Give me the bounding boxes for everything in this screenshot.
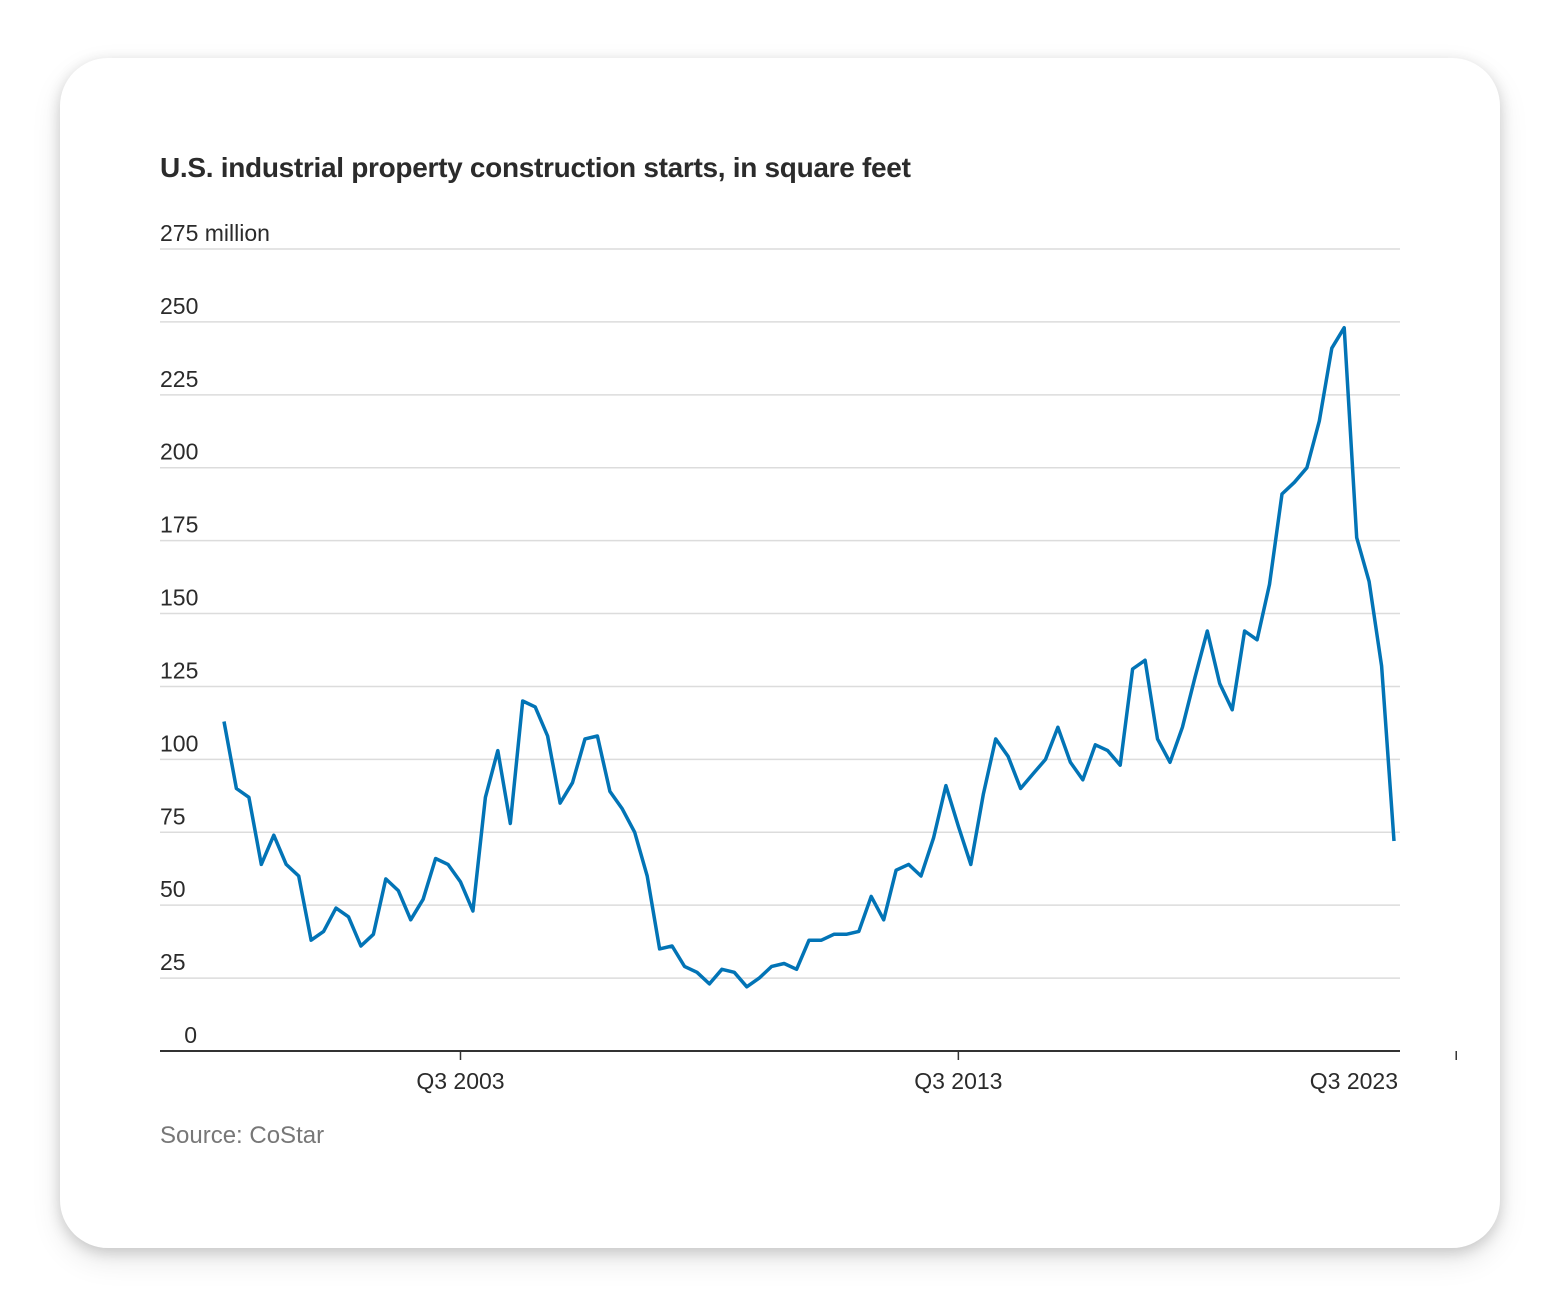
y-tick-label: 200 [160, 439, 198, 465]
source-note: Source: CoStar [160, 1122, 325, 1149]
y-tick-label: 175 [160, 512, 198, 538]
x-tick-label: Q3 2003 [416, 1068, 504, 1094]
y-tick-label: 75 [160, 803, 186, 829]
y-tick-label: 100 [160, 730, 198, 756]
y-tick-label: 150 [160, 585, 198, 611]
y-axis-labels: 0 25 50 75 100 125 150 175 200 225 250 275 million [160, 220, 270, 1048]
gridlines [160, 248, 1400, 979]
chart-card [60, 58, 1500, 1248]
y-tick-label: 25 [160, 949, 186, 975]
y-tick-label: 50 [160, 876, 186, 902]
series-group [222, 325, 1396, 989]
y-tick-label: 250 [160, 293, 198, 319]
y-tick-label: 275 million [160, 220, 270, 246]
y-tick-label: 0 [184, 1022, 197, 1048]
y-tick-label: 125 [160, 657, 198, 683]
y-tick-label: 225 [160, 366, 198, 392]
x-tick-label: Q3 2023 [1310, 1068, 1398, 1094]
x-tick-label: Q3 2013 [914, 1068, 1002, 1094]
x-axis: Q3 2003 Q3 2013 Q3 2023 [160, 1050, 1457, 1094]
chart-title: U.S. industrial property construction st… [160, 152, 911, 183]
series-line [222, 325, 1396, 989]
